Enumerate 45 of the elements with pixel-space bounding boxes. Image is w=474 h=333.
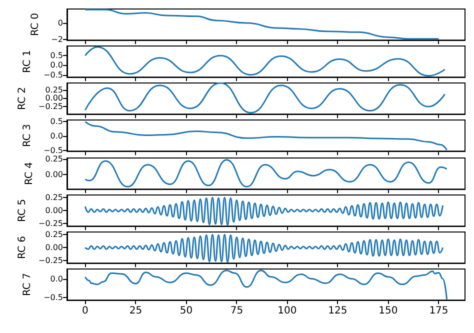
y-axis-title: RC 5 bbox=[17, 198, 28, 222]
x-tick-label: 25 bbox=[129, 306, 142, 316]
y-tick-label: −0.25 bbox=[38, 102, 63, 112]
line-series bbox=[84, 82, 446, 114]
y-tick-label: 0.25 bbox=[45, 154, 63, 164]
y-tick-label: 0.25 bbox=[45, 86, 63, 95]
y-axis-title: RC 7 bbox=[22, 272, 34, 296]
y-tick-label: 0.25 bbox=[45, 230, 63, 239]
y-axis-title: RC 0 bbox=[30, 13, 41, 36]
y-tick-label: 0.00 bbox=[45, 242, 63, 252]
line-series bbox=[84, 8, 440, 40]
y-axis-title: RC 4 bbox=[24, 162, 35, 185]
y-tick-label: −0.25 bbox=[38, 256, 63, 265]
y-tick-label: 0.5 bbox=[50, 51, 63, 60]
y-axis-title: RC 6 bbox=[17, 236, 28, 259]
y-tick-label: 0.0 bbox=[50, 132, 63, 142]
line-series bbox=[84, 270, 448, 300]
y-tick-label: 0.00 bbox=[45, 94, 63, 103]
y-axis-title: RC 1 bbox=[22, 50, 34, 74]
y-axis-title: RC 3 bbox=[22, 124, 34, 148]
y-tick-label: 0.00 bbox=[45, 169, 63, 178]
y-tick-label: 0 bbox=[58, 18, 63, 28]
x-tick-label: 0 bbox=[82, 306, 88, 316]
y-axis-title: RC 2 bbox=[17, 87, 28, 110]
y-tick-label: 0.25 bbox=[45, 192, 63, 202]
y-tick-label: −0.5 bbox=[44, 292, 63, 302]
y-tick-label: 0.0 bbox=[50, 274, 63, 284]
y-tick-label: −0.5 bbox=[44, 70, 63, 80]
x-tick-label: 50 bbox=[180, 306, 193, 316]
y-tick-label: 0.0 bbox=[50, 60, 63, 70]
y-tick-label: −0.25 bbox=[38, 218, 63, 228]
y-tick-label: 0.00 bbox=[45, 206, 63, 215]
y-tick-label: −0.5 bbox=[44, 146, 63, 156]
x-tick-label: 150 bbox=[378, 306, 398, 316]
line-series bbox=[84, 121, 448, 152]
x-tick-label: 100 bbox=[278, 306, 297, 316]
line-series bbox=[84, 46, 446, 77]
x-tick-label: 125 bbox=[328, 306, 348, 316]
y-tick-label: 0.5 bbox=[50, 118, 63, 127]
y-tick-label: −2 bbox=[51, 35, 63, 44]
x-tick-label: 175 bbox=[429, 306, 448, 316]
line-series bbox=[84, 234, 444, 263]
line-series bbox=[84, 158, 448, 187]
x-tick-label: 75 bbox=[230, 306, 244, 316]
line-series bbox=[84, 196, 444, 226]
